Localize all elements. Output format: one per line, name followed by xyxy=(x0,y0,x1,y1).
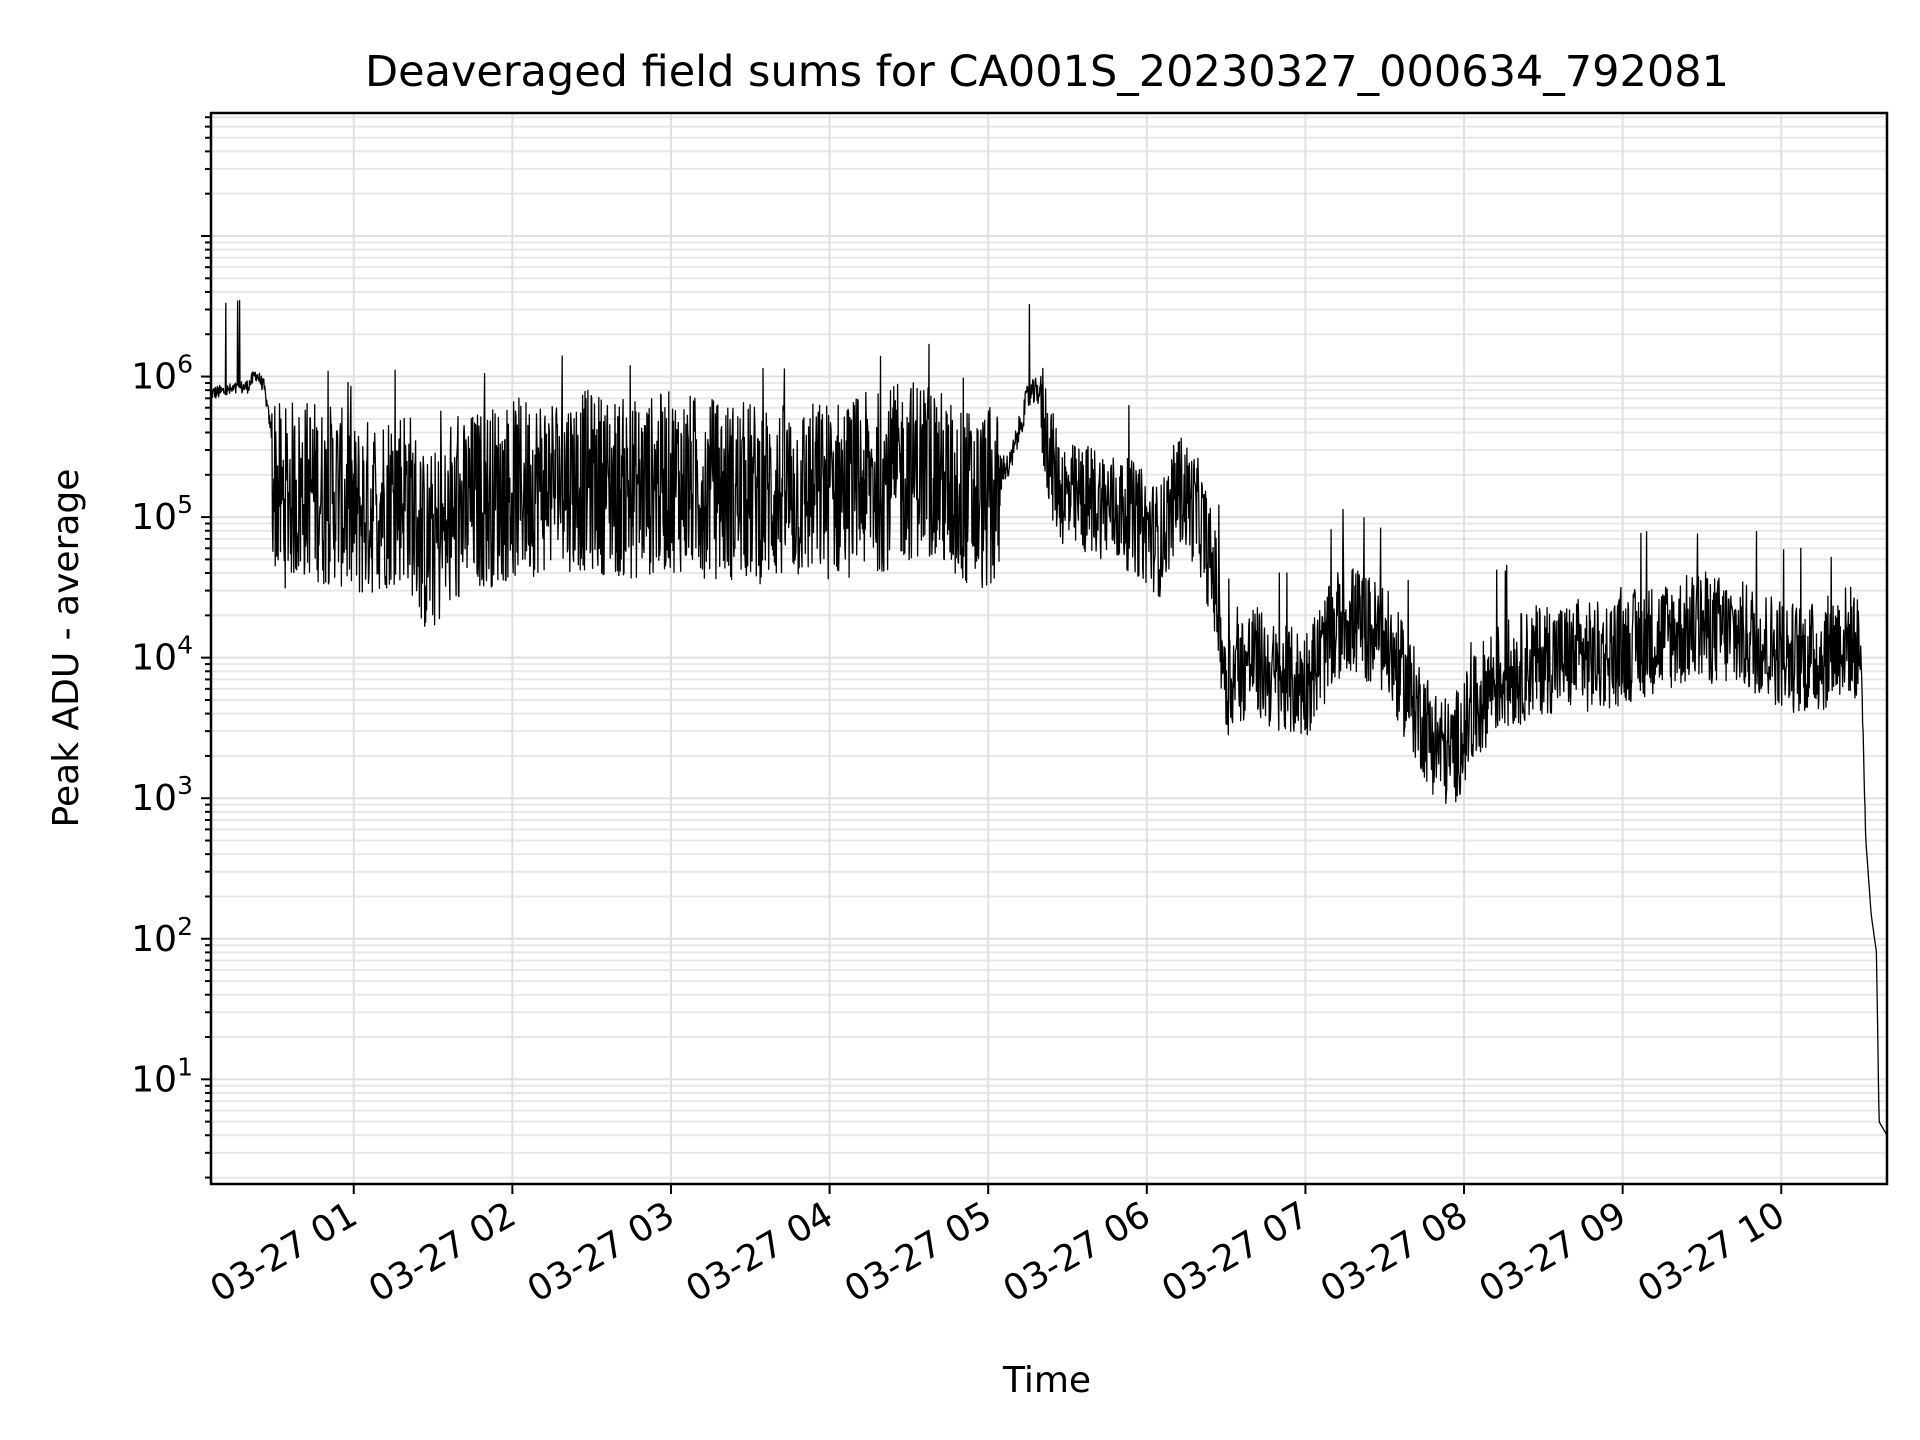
chart-title: Deaveraged field sums for CA001S_2023032… xyxy=(365,47,1729,97)
y-tick-label: 103 xyxy=(131,771,193,819)
y-tick-label: 101 xyxy=(131,1052,193,1100)
y-tick-label: 104 xyxy=(131,631,193,679)
y-tick-label-exponent: 4 xyxy=(177,631,193,660)
y-tick-label: 102 xyxy=(131,912,193,960)
y-tick-label-exponent: 1 xyxy=(177,1052,193,1081)
y-tick-label-base: 10 xyxy=(131,778,177,819)
plot-frame xyxy=(209,111,1889,1186)
y-axis-label: Peak ADU - average xyxy=(46,469,87,828)
y-tick-label-base: 10 xyxy=(131,919,177,960)
y-tick-label-base: 10 xyxy=(131,638,177,679)
y-tick-label-exponent: 3 xyxy=(177,771,193,800)
y-tick-label-base: 10 xyxy=(131,497,177,538)
y-tick-label: 106 xyxy=(131,350,193,398)
x-axis-label: Time xyxy=(1002,1360,1091,1401)
y-tick-label-base: 10 xyxy=(131,1059,177,1100)
y-tick-label: 105 xyxy=(131,490,193,538)
series-layer xyxy=(210,299,1888,1136)
series-line xyxy=(210,299,1888,1136)
y-tick-label-exponent: 5 xyxy=(177,490,193,519)
y-tick-label-exponent: 2 xyxy=(177,912,193,941)
y-tick-label-exponent: 6 xyxy=(177,350,193,379)
y-tick-label-base: 10 xyxy=(131,357,177,398)
